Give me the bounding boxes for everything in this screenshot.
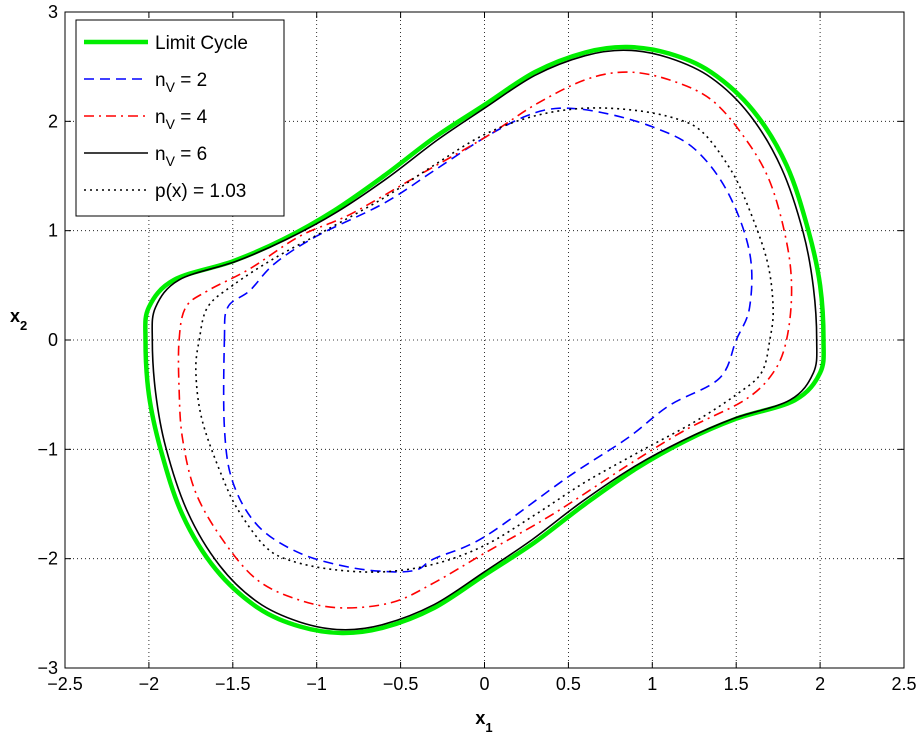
x-tick-label: 2 <box>815 674 825 694</box>
legend: Limit Cycle nV = 2 nV = 4 nV = 6 p(x) = 1.03 <box>75 19 285 217</box>
y-tick-label: 1 <box>48 221 58 241</box>
x-tick-label: 2.5 <box>891 674 916 694</box>
series-line-p-x-1-03 <box>194 107 775 573</box>
x-axis-label: x1 <box>475 708 492 735</box>
y-axis-label: x2 <box>10 306 27 333</box>
legend-label-limit-cycle: Limit Cycle <box>155 33 248 54</box>
x-tick-label: 0 <box>479 674 489 694</box>
legend-label-n-v-4: nV = 4 <box>155 107 208 132</box>
y-tick-label: 3 <box>48 2 58 22</box>
series-line-n-v-4 <box>177 71 793 609</box>
y-tick-label: 0 <box>48 330 58 350</box>
series-curves <box>143 44 826 636</box>
series-line-n-v-6 <box>151 49 818 631</box>
x-tick-label: 1.5 <box>724 674 749 694</box>
x-tick-label: −2 <box>139 674 160 694</box>
y-tick-label: −2 <box>37 549 58 569</box>
series-line-limit-cycle <box>143 44 826 636</box>
legend-label-n-v-6: nV = 6 <box>155 144 207 169</box>
x-tick-label: −2.5 <box>47 674 83 694</box>
x-tick-label: −1.5 <box>215 674 251 694</box>
legend-box <box>75 19 285 217</box>
legend-label-n-v-2: nV = 2 <box>155 70 207 95</box>
y-tick-label: −1 <box>37 439 58 459</box>
x-tick-label: −0.5 <box>383 674 419 694</box>
x-tick-label: −1 <box>306 674 327 694</box>
x-tick-label: 1 <box>647 674 657 694</box>
x-tick-label: 0.5 <box>556 674 581 694</box>
axis-ticks: −2.5 −2 −1.5 −1 −0.5 0 0.5 1 1.5 2 2.5 −3 −2 −1 0 1 2 3 <box>37 2 916 694</box>
legend-label-p-x-1-03: p(x) = 1.03 <box>155 181 246 202</box>
y-tick-label: −3 <box>37 658 58 678</box>
y-tick-label: 2 <box>48 111 58 131</box>
